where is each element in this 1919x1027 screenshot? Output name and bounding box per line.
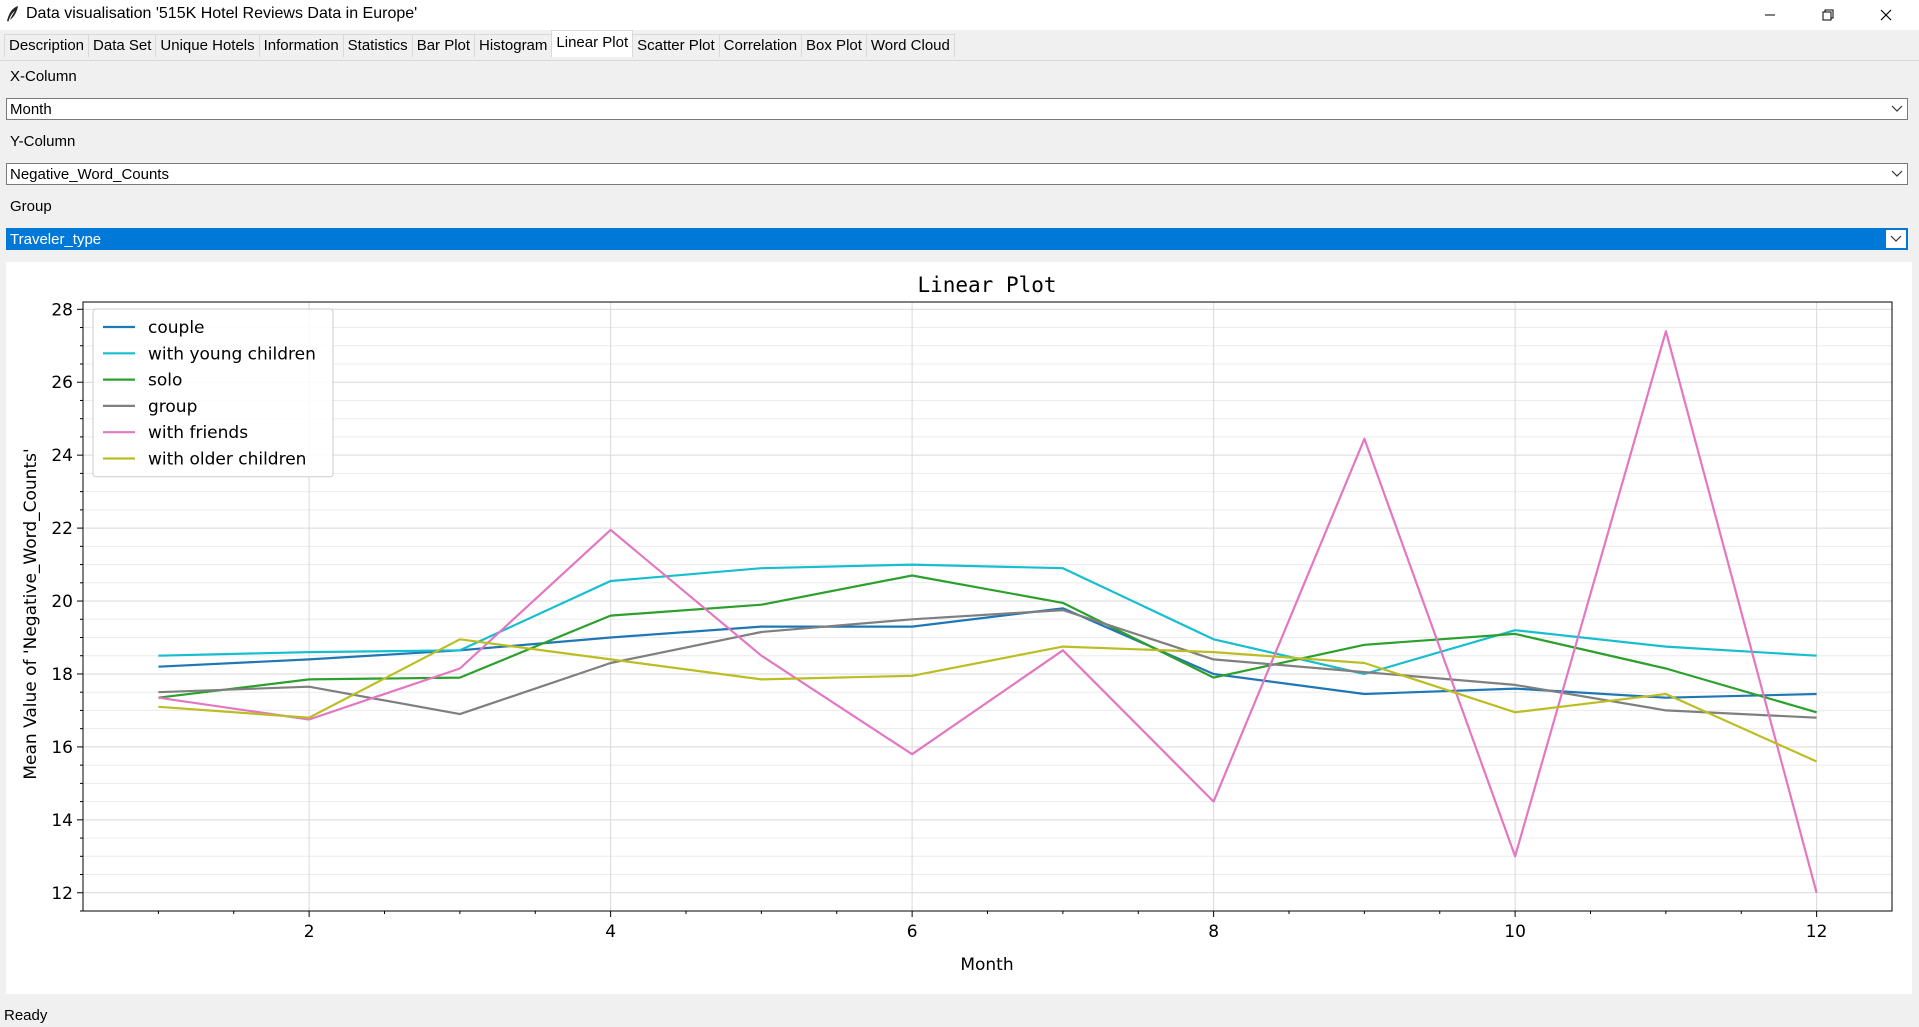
minimize-icon (1765, 14, 1775, 16)
y-tick-label: 16 (51, 738, 73, 758)
x-tick-label: 6 (907, 922, 918, 942)
y-axis-label: Mean Value of 'Negative_Word_Counts' (21, 448, 41, 779)
x-axis-label: Month (960, 955, 1013, 975)
restore-button[interactable] (1800, 0, 1856, 30)
notebook-tab-bar: Description Data Set Unique Hotels Infor… (0, 30, 1919, 61)
x-column-label: X-Column (10, 68, 77, 85)
y-column-value: Negative_Word_Counts (10, 166, 169, 183)
chart-grid (83, 302, 1892, 912)
tab-correlation[interactable]: Correlation (718, 34, 803, 57)
chart-legend: couple with young children solo group with f… (92, 308, 334, 478)
y-tick-label: 20 (51, 592, 73, 612)
x-column-combobox[interactable]: Month (6, 98, 1908, 120)
tab-list: Description Data Set Unique Hotels Infor… (4, 30, 955, 57)
legend-label: group (148, 397, 197, 417)
chevron-down-icon[interactable] (1886, 230, 1906, 248)
chevron-down-icon[interactable] (1887, 99, 1907, 119)
status-text: Ready (4, 1007, 48, 1024)
tab-histogram[interactable]: Histogram (474, 34, 553, 57)
series-line-couple (158, 607, 1817, 699)
legend-label: with friends (148, 423, 248, 443)
tab-bar-plot[interactable]: Bar Plot (411, 34, 476, 57)
status-bar: Ready (0, 1005, 1919, 1027)
legend-label: with older children (148, 450, 306, 470)
y-tick-label: 22 (51, 519, 73, 539)
legend-box (92, 308, 334, 478)
x-tick-label: 8 (1208, 922, 1219, 942)
series-line-with-older-children (158, 638, 1818, 763)
tab-scatter-plot[interactable]: Scatter Plot (632, 34, 720, 57)
y-tick-label: 26 (51, 373, 73, 393)
x-tick-label: 10 (1504, 922, 1526, 942)
close-icon (1880, 9, 1892, 21)
restore-icon (1822, 9, 1834, 21)
tab-unique-hotels[interactable]: Unique Hotels (155, 34, 260, 57)
tab-description[interactable]: Description (4, 34, 90, 57)
chevron-down-icon[interactable] (1887, 164, 1907, 184)
y-column-combobox[interactable]: Negative_Word_Counts (6, 163, 1908, 185)
x-tick-label: 4 (605, 922, 616, 942)
group-combobox[interactable]: Traveler_type (6, 228, 1908, 250)
x-tick-label: 12 (1806, 922, 1828, 942)
close-button[interactable] (1858, 0, 1914, 30)
chart-series (158, 330, 1818, 894)
series-line-with-young-children (158, 563, 1817, 676)
tab-box-plot[interactable]: Box Plot (801, 34, 867, 57)
feather-icon (7, 6, 18, 22)
x-tick-label: 2 (304, 922, 315, 942)
minimize-button[interactable] (1742, 0, 1798, 30)
group-label: Group (10, 198, 52, 215)
y-column-label: Y-Column (10, 133, 76, 150)
title-bar: Data visualisation '515K Hotel Reviews D… (0, 0, 1919, 30)
tab-data-set[interactable]: Data Set (88, 34, 157, 57)
window-title: Data visualisation '515K Hotel Reviews D… (26, 5, 418, 22)
plot-canvas: Linear Plot 12 14 16 18 20 22 24 26 28 2 4 6 8 10 12 M… (6, 262, 1912, 994)
series-line-with-friends (158, 330, 1818, 894)
x-column-value: Month (10, 101, 52, 118)
chart-title: Linear Plot (917, 273, 1056, 297)
legend-label: with young children (148, 344, 316, 364)
tab-statistics[interactable]: Statistics (342, 34, 413, 57)
tab-word-cloud[interactable]: Word Cloud (865, 34, 955, 57)
tab-linear-plot[interactable]: Linear Plot (551, 30, 634, 57)
y-tick-label: 28 (51, 300, 73, 320)
legend-label: solo (148, 371, 182, 391)
legend-label: couple (148, 318, 205, 338)
tab-information[interactable]: Information (258, 34, 344, 57)
y-tick-label: 24 (51, 446, 73, 466)
group-value: Traveler_type (10, 231, 102, 248)
y-tick-label: 18 (51, 665, 73, 685)
y-tick-label: 14 (51, 811, 73, 831)
y-tick-label: 12 (51, 884, 73, 904)
series-line-group (158, 609, 1817, 719)
